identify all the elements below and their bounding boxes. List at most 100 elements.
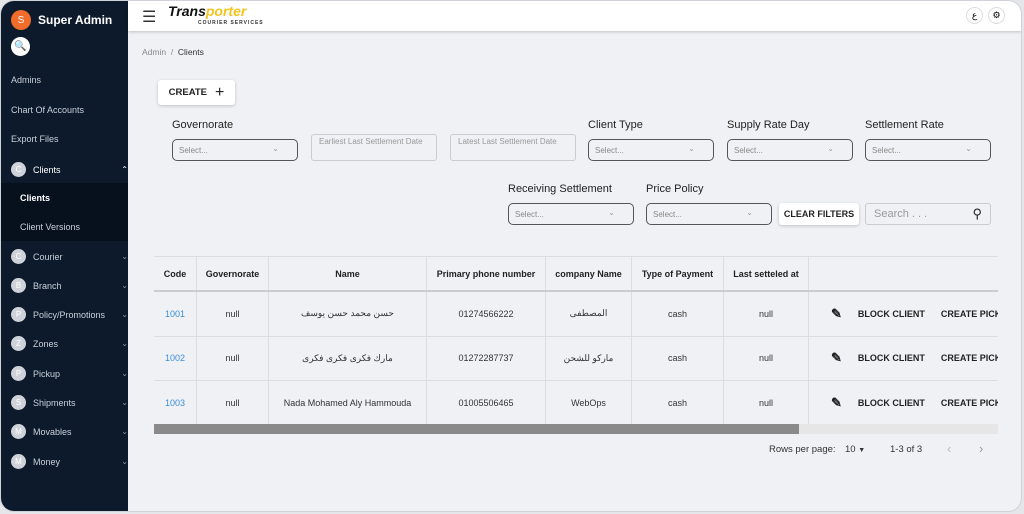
- language-toggle[interactable]: ع: [966, 7, 983, 24]
- chevron-down-icon: ⌄: [746, 208, 753, 217]
- last-settled-cell: null: [723, 381, 808, 424]
- phone-cell: 01005506465: [426, 381, 545, 424]
- group-initial-icon: C: [11, 162, 26, 177]
- search-input[interactable]: Search . . . ⚲: [865, 203, 991, 225]
- create-pickup-button[interactable]: CREATE PICKUP: [940, 353, 998, 364]
- block-client-button[interactable]: BLOCK CLIENT: [857, 397, 925, 408]
- earliest-settlement-date-field[interactable]: Earliest Last Settlement Date: [311, 134, 437, 161]
- receiving-settlement-select[interactable]: Select... ⌄: [508, 203, 634, 225]
- edit-icon[interactable]: ✎: [831, 305, 842, 321]
- governorate-label: Governorate: [172, 119, 234, 131]
- search-icon[interactable]: ⚲: [972, 206, 982, 221]
- latest-settlement-date-field[interactable]: Latest Last Settlement Date: [450, 134, 576, 161]
- table-row: 1001 null حسن محمد حسن يوسف 01274566222 المص…: [154, 292, 998, 337]
- settlement-rate-select[interactable]: Select... ⌄: [865, 139, 991, 161]
- sidebar-group-shipments[interactable]: S Shipments ⌄: [11, 395, 128, 410]
- group-label: Policy/Promotions: [33, 309, 106, 320]
- price-policy-label: Price Policy: [646, 183, 704, 195]
- sidebar-item-chart-of-accounts[interactable]: Chart Of Accounts: [11, 105, 85, 115]
- create-pickup-button[interactable]: CREATE PICKUP: [940, 308, 998, 319]
- chevron-down-icon: ⌄: [121, 398, 128, 407]
- actions-cell: ✎ BLOCK CLIENT CREATE PICKUP: [808, 336, 998, 380]
- block-client-button[interactable]: BLOCK CLIENT: [857, 308, 925, 319]
- receiving-settlement-label: Receiving Settlement: [508, 183, 612, 195]
- actions-cell: ✎ BLOCK CLIENT CREATE PICKUP: [808, 381, 998, 424]
- chevron-down-icon: ⌄: [121, 281, 128, 290]
- group-label: Pickup: [33, 368, 61, 379]
- supply-rate-day-select[interactable]: Select... ⌄: [727, 139, 853, 161]
- rows-per-page-select[interactable]: 10 ▼: [845, 444, 866, 455]
- breadcrumb-current: Clients: [177, 47, 204, 57]
- block-client-button[interactable]: BLOCK CLIENT: [857, 353, 925, 364]
- menu-icon[interactable]: ☰: [142, 9, 157, 26]
- price-policy-select[interactable]: Select... ⌄: [646, 203, 772, 225]
- sidebar-item-admins[interactable]: Admins: [11, 75, 42, 85]
- name-cell: مارك فكرى فكرى فكرى: [268, 336, 426, 380]
- sidebar-item-export-files[interactable]: Export Files: [11, 134, 59, 144]
- sidebar-group-clients[interactable]: C Clients ⌃: [11, 162, 128, 177]
- payment-cell: cash: [631, 336, 723, 380]
- chevron-down-icon: ⌄: [121, 339, 128, 348]
- column-header-phone[interactable]: Primary phone number: [426, 257, 545, 290]
- sidebar: S Super Admin 🔍 Admins Chart Of Accounts…: [1, 1, 128, 511]
- column-header-last-settled[interactable]: Last setteled at: [723, 257, 808, 290]
- governorate-select[interactable]: Select... ⌄: [172, 139, 298, 161]
- previous-page-button[interactable]: ‹: [947, 441, 952, 456]
- sidebar-subitem-client-versions[interactable]: Client Versions: [20, 222, 81, 232]
- scrollbar-thumb[interactable]: [154, 424, 799, 434]
- sidebar-group-branch[interactable]: B Branch ⌄: [11, 278, 128, 293]
- table-header: Code Governorate Name Primary phone numb…: [154, 257, 998, 292]
- edit-icon[interactable]: ✎: [831, 394, 842, 410]
- group-initial-icon: B: [11, 278, 26, 293]
- group-initial-icon: Z: [11, 336, 26, 351]
- column-header-governorate[interactable]: Governorate: [196, 257, 268, 290]
- phone-cell: 01274566222: [426, 292, 545, 336]
- sidebar-submenu: [1, 183, 128, 241]
- next-page-button[interactable]: ›: [979, 441, 984, 456]
- sidebar-group-movables[interactable]: M Movables ⌄: [11, 424, 128, 439]
- sidebar-subitem-clients[interactable]: Clients: [20, 193, 51, 203]
- name-cell: حسن محمد حسن يوسف: [268, 292, 426, 336]
- settings-icon[interactable]: ⚙: [988, 7, 1005, 24]
- sidebar-group-pickup[interactable]: P Pickup ⌄: [11, 366, 128, 381]
- name-cell: Nada Mohamed Aly Hammouda: [268, 381, 426, 424]
- horizontal-scrollbar[interactable]: [154, 424, 998, 434]
- payment-cell: cash: [631, 381, 723, 424]
- company-cell: المصطفى: [545, 292, 631, 336]
- sidebar-group-courier[interactable]: C Courier ⌄: [11, 249, 128, 264]
- settlement-rate-label: Settlement Rate: [865, 119, 944, 131]
- last-settled-cell: null: [723, 336, 808, 380]
- chevron-down-icon: ⌄: [827, 144, 834, 153]
- sidebar-group-money[interactable]: M Money ⌄: [11, 454, 128, 469]
- edit-icon[interactable]: ✎: [831, 350, 842, 366]
- avatar[interactable]: S: [11, 10, 31, 30]
- search-icon[interactable]: 🔍: [11, 37, 30, 56]
- chevron-down-icon: ⌄: [965, 144, 972, 153]
- chevron-down-icon: ⌄: [121, 252, 128, 261]
- governorate-cell: null: [196, 292, 268, 336]
- breadcrumb-admin[interactable]: Admin: [142, 47, 167, 57]
- clients-table: Code Governorate Name Primary phone numb…: [154, 256, 998, 424]
- column-header-payment[interactable]: Type of Payment: [631, 257, 723, 290]
- code-link[interactable]: 1002: [164, 353, 186, 364]
- code-link[interactable]: 1003: [164, 397, 186, 408]
- column-header-actions: [808, 257, 998, 290]
- logo: Transporter COURIER SERVICES: [168, 3, 264, 26]
- pagination-range: 1-3 of 3: [890, 444, 923, 455]
- rows-per-page-label: Rows per page:: [769, 444, 836, 455]
- client-type-select[interactable]: Select... ⌄: [588, 139, 714, 161]
- clear-filters-button[interactable]: CLEAR FILTERS: [779, 203, 859, 225]
- caret-down-icon: ▼: [858, 447, 866, 454]
- group-label: Courier: [33, 251, 63, 262]
- code-link[interactable]: 1001: [164, 308, 186, 319]
- column-header-name[interactable]: Name: [268, 257, 426, 290]
- sidebar-group-zones[interactable]: Z Zones ⌄: [11, 336, 128, 351]
- column-header-code[interactable]: Code: [163, 268, 187, 279]
- group-initial-icon: S: [11, 395, 26, 410]
- create-button[interactable]: CREATE +: [158, 80, 235, 105]
- create-pickup-button[interactable]: CREATE PICKUP: [940, 397, 998, 408]
- sidebar-title: Super Admin: [38, 13, 113, 27]
- column-header-company[interactable]: company Name: [545, 257, 631, 290]
- sidebar-group-policy-promotions[interactable]: P Policy/Promotions ⌄: [11, 307, 128, 322]
